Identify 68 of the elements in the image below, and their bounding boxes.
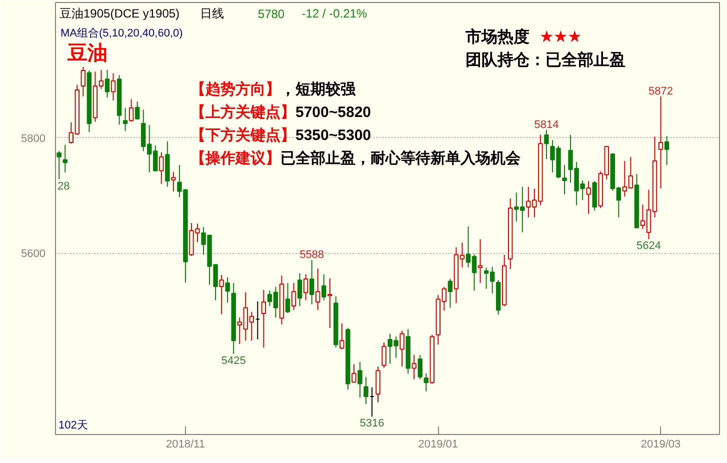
candlestick bbox=[80, 66, 86, 97]
annotation: 28 bbox=[58, 180, 70, 192]
candlestick bbox=[297, 272, 302, 307]
annotation: MA组合(5,10,20,40,60,0) bbox=[60, 26, 183, 40]
annotation: 【上方关键点】 bbox=[190, 103, 296, 121]
annotation: 5700~5820 bbox=[296, 104, 371, 121]
candlestick bbox=[448, 278, 453, 308]
candlestick bbox=[412, 354, 416, 380]
text: 豆油1905(DCE y1905) bbox=[60, 6, 180, 20]
candlestick bbox=[315, 268, 320, 311]
candlestick bbox=[400, 330, 404, 368]
candlestick bbox=[586, 180, 591, 214]
candlestick bbox=[327, 278, 332, 328]
candlestick bbox=[134, 101, 140, 120]
annotation: 【趋势方向】 bbox=[190, 80, 280, 98]
candlestick bbox=[562, 164, 567, 195]
annotation: 团队持仓：已全部止盈 bbox=[466, 51, 626, 69]
y-tick-label: 5600 bbox=[21, 248, 46, 260]
annotation: 5316 bbox=[360, 418, 384, 430]
annotation: 已全部止盈，耐心等待新单入场机会 bbox=[280, 149, 522, 167]
annotation: 5624 bbox=[636, 240, 661, 252]
candlestick bbox=[382, 342, 386, 368]
annotation: 5350~5300 bbox=[296, 127, 371, 144]
x-tick-label: 2019/03 bbox=[640, 438, 681, 450]
candlestick bbox=[159, 152, 164, 184]
annotation: ，短期较强 bbox=[280, 81, 356, 98]
annotation: 5814 bbox=[534, 118, 559, 131]
candlestick bbox=[128, 98, 134, 122]
x-tick-label: 2019/01 bbox=[418, 438, 458, 450]
candlestick bbox=[104, 69, 110, 98]
candlestick bbox=[321, 274, 326, 301]
candlestick bbox=[219, 274, 224, 315]
candlestick bbox=[62, 144, 68, 173]
annotation: 5780 bbox=[258, 7, 285, 21]
candlestick bbox=[56, 150, 62, 180]
candlestick bbox=[364, 376, 368, 404]
candlestick bbox=[376, 366, 380, 403]
candlestick bbox=[478, 238, 483, 284]
annotation: ★★★ bbox=[540, 29, 582, 46]
candlestick bbox=[285, 282, 290, 314]
candlestick bbox=[225, 276, 230, 304]
candlestick bbox=[309, 259, 314, 305]
annotation: 豆油 bbox=[66, 42, 108, 64]
y-tick-label: 5800 bbox=[21, 132, 46, 145]
annotation: 102天 bbox=[58, 420, 88, 432]
candlestick bbox=[424, 372, 428, 392]
candlestick bbox=[261, 289, 266, 348]
candlestick bbox=[291, 282, 296, 311]
candlestick bbox=[664, 136, 670, 166]
candlestick bbox=[171, 171, 176, 192]
candlestick bbox=[418, 354, 422, 380]
annotation: 【下方关键点】 bbox=[190, 126, 296, 144]
annotation: 5872 bbox=[648, 85, 674, 98]
x-tick-label: 2018/11 bbox=[166, 438, 205, 450]
annotation: 5588 bbox=[300, 248, 324, 261]
candlestick bbox=[340, 322, 344, 350]
candlestick bbox=[658, 96, 664, 190]
annotation: 日线 bbox=[200, 6, 224, 20]
annotation: 市场热度 bbox=[464, 27, 530, 46]
candlestick bbox=[303, 274, 308, 301]
candlestick bbox=[122, 107, 128, 132]
annotation: -12 / -0.21% bbox=[302, 6, 368, 20]
annotation: 5425 bbox=[221, 354, 246, 367]
candlestick bbox=[352, 364, 356, 384]
annotation: 【操作建议】 bbox=[190, 149, 280, 167]
candlestick bbox=[110, 72, 116, 101]
candlestick bbox=[358, 361, 362, 398]
candlestick bbox=[544, 129, 549, 160]
